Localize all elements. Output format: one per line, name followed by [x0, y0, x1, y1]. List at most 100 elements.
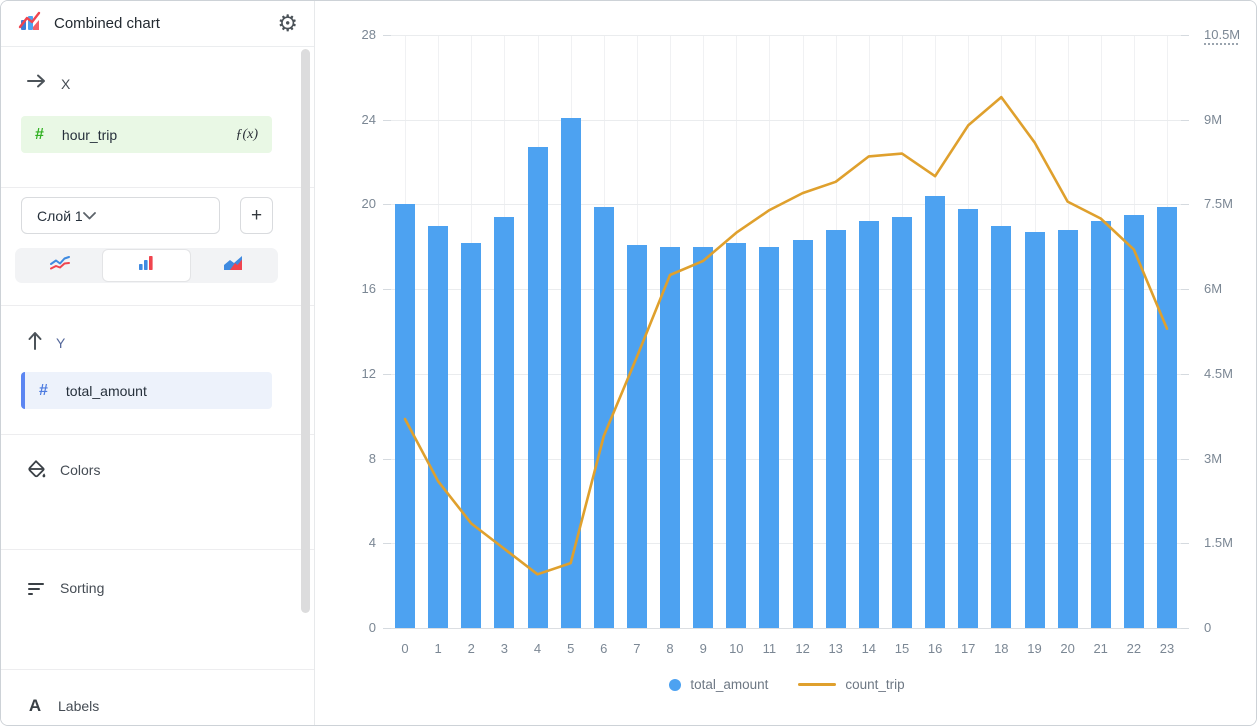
bar-hour-10[interactable]	[726, 242, 747, 628]
bar-hour-17[interactable]	[958, 208, 979, 628]
left-axis-label: 20	[361, 196, 376, 212]
x-axis-label: 6	[600, 641, 608, 656]
bar-hour-16[interactable]	[925, 196, 946, 628]
bar-hour-4[interactable]	[527, 147, 548, 628]
left-axis-label: 0	[368, 620, 376, 635]
left-axis-tick	[383, 628, 391, 629]
x-axis-label: 15	[894, 641, 910, 656]
sidebar-scrollbar[interactable]	[301, 49, 310, 613]
x-axis-label: 7	[633, 641, 641, 656]
left-axis-label: 12	[361, 365, 376, 381]
x-axis-label: 20	[1060, 641, 1075, 656]
left-axis-tick	[383, 289, 391, 291]
bar-hour-11[interactable]	[759, 246, 780, 628]
bar-hour-18[interactable]	[991, 225, 1012, 628]
x-field-label: hour_trip	[61, 126, 118, 143]
y-field-label: total_amount	[65, 382, 147, 399]
bar-hour-0[interactable]	[395, 204, 415, 628]
right-axis-label: 9M	[1204, 111, 1223, 127]
x-section-header: X	[27, 74, 70, 93]
bar-hour-21[interactable]	[1090, 221, 1111, 628]
divider	[1, 669, 314, 670]
layer-select[interactable]: Слой 1	[21, 197, 220, 234]
legend-dot-marker	[669, 678, 682, 691]
y-section-header: Y	[28, 330, 65, 355]
right-axis-tick	[1181, 628, 1189, 629]
count-trip-line-series[interactable]	[316, 1, 1257, 726]
arrow-up-icon	[28, 330, 42, 355]
x-axis-label: 4	[533, 641, 542, 656]
bar-hour-19[interactable]	[1024, 232, 1045, 628]
x-section-label: X	[61, 75, 71, 92]
bar-hour-12[interactable]	[792, 240, 813, 628]
right-axis-label: 3M	[1204, 450, 1223, 466]
page-title: Combined chart	[54, 15, 160, 32]
bar-hour-1[interactable]	[428, 225, 449, 628]
horizontal-gridline	[391, 119, 1181, 121]
chart-canvas: total_amount count_trip 28 10.5M 24 9M 20 7.5M…	[316, 1, 1257, 726]
right-axis-label: 4.5M	[1204, 365, 1233, 381]
chart-type-line[interactable]	[17, 250, 103, 281]
sorting-label: Sorting	[60, 580, 105, 596]
x-axis-label: 3	[500, 641, 508, 656]
left-axis-tick	[383, 458, 391, 460]
bar-hour-22[interactable]	[1123, 215, 1144, 628]
bar-hour-13[interactable]	[825, 229, 846, 628]
left-axis-label: 28	[361, 27, 376, 42]
x-axis-label: 10	[729, 641, 744, 656]
left-axis-label: 16	[361, 281, 376, 297]
divider	[1, 305, 314, 306]
right-axis-tick	[1181, 204, 1189, 206]
right-axis-label: 6M	[1204, 281, 1223, 297]
bar-hour-2[interactable]	[461, 242, 482, 628]
bar-chart-icon	[137, 255, 155, 276]
bar-hour-5[interactable]	[560, 117, 581, 628]
legend-label: count_trip	[845, 677, 905, 692]
x-field-hour-trip[interactable]: # hour_trip ƒ(x)	[21, 116, 272, 153]
number-field-icon: #	[39, 381, 48, 399]
x-axis-label: 1	[434, 641, 442, 656]
chart-type-area[interactable]	[190, 250, 276, 281]
add-layer-button[interactable]: +	[240, 197, 273, 234]
bar-hour-7[interactable]	[626, 244, 647, 628]
bar-hour-14[interactable]	[858, 221, 879, 628]
gear-icon[interactable]: ⚙	[277, 10, 298, 36]
left-axis-label: 4	[368, 535, 376, 551]
labels-a-icon: A	[28, 696, 42, 715]
divider	[1, 549, 314, 550]
chevron-down-icon	[82, 207, 96, 225]
right-axis-tick	[1181, 543, 1189, 545]
horizontal-gridline	[391, 204, 1181, 206]
left-axis-label: 8	[368, 450, 376, 466]
bar-hour-9[interactable]	[693, 246, 714, 628]
horizontal-gridline	[391, 628, 1181, 629]
x-axis-label: 0	[401, 641, 409, 656]
sidebar-item-sorting[interactable]: Sorting	[25, 579, 104, 597]
sidebar-header: Combined chart ⚙	[1, 1, 314, 47]
bar-hour-8[interactable]	[660, 246, 680, 628]
formula-icon[interactable]: ƒ(x)	[235, 126, 258, 142]
y-field-total-amount[interactable]: # total_amount	[21, 372, 272, 409]
bar-hour-6[interactable]	[593, 206, 614, 628]
legend-item-total_amount[interactable]: total_amount	[669, 677, 768, 692]
bar-hour-3[interactable]	[494, 217, 515, 628]
divider	[1, 187, 314, 188]
legend-item-count_trip[interactable]: count_trip	[798, 677, 905, 692]
sidebar-item-colors[interactable]: Colors	[25, 459, 100, 480]
right-axis-tick	[1181, 458, 1189, 460]
chart-type-bar[interactable]	[103, 250, 190, 281]
area-chart-icon	[222, 255, 244, 276]
bar-hour-15[interactable]	[892, 217, 912, 628]
bar-hour-20[interactable]	[1057, 229, 1078, 628]
legend-label: total_amount	[690, 677, 769, 692]
x-axis-label: 17	[960, 641, 976, 656]
left-axis-tick	[383, 35, 391, 36]
x-axis-label: 8	[666, 641, 674, 656]
number-field-icon: #	[35, 125, 44, 143]
chart-type-switcher	[15, 248, 278, 283]
sidebar-item-labels[interactable]: A Labels	[25, 696, 99, 716]
arrow-right-icon	[27, 74, 47, 93]
colors-label: Colors	[60, 461, 101, 478]
x-axis-label: 9	[699, 641, 707, 656]
bar-hour-23[interactable]	[1157, 206, 1177, 628]
